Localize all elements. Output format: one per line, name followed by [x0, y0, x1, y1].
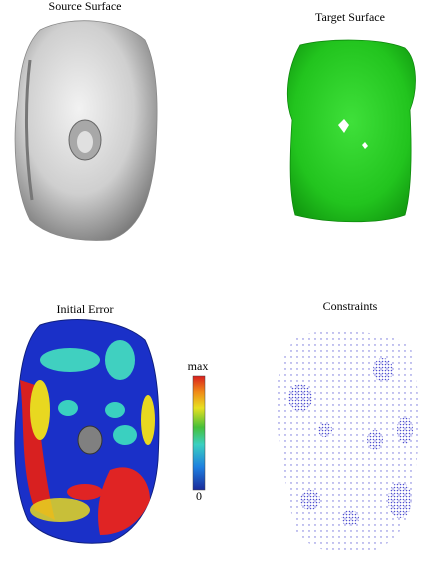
panel-title: Initial Error	[57, 302, 114, 316]
colorbar-min-label: 0	[196, 489, 202, 503]
constraints-cloud	[276, 331, 418, 553]
target-surface	[287, 40, 415, 222]
colorbar: max 0	[188, 359, 209, 503]
colorbar-max-label: max	[188, 359, 209, 373]
panel-title: Source Surface	[49, 0, 122, 13]
panel-title: Target Surface	[315, 10, 385, 24]
figure: Source Surface Target Surface Initial Er…	[0, 0, 427, 558]
error-surface	[15, 320, 159, 544]
source-surface	[15, 21, 157, 241]
panel-title: Constraints	[323, 299, 378, 313]
